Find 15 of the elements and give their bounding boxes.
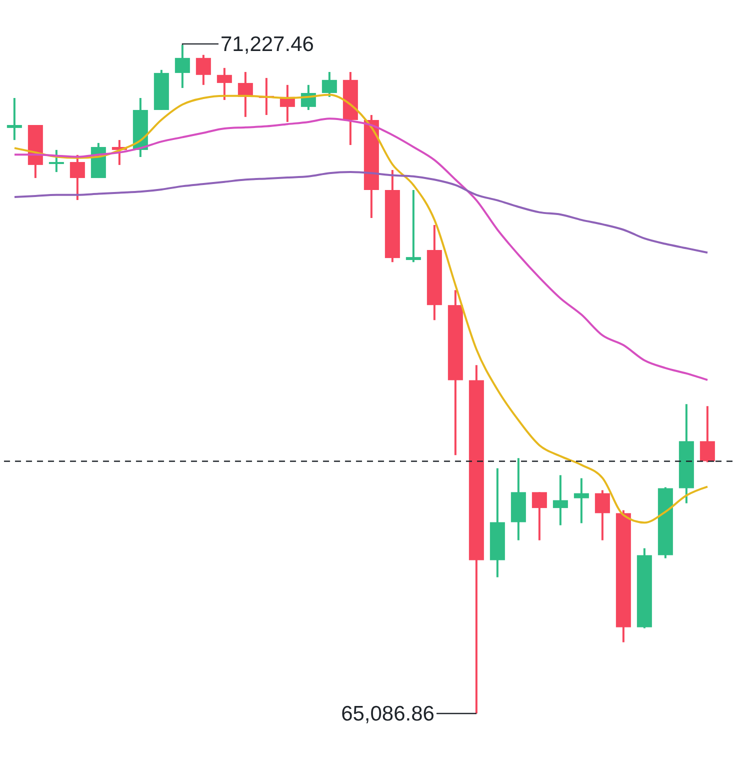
annotation: 65,086.86 [341, 702, 434, 726]
candlestick [594, 489, 610, 542]
candlestick [406, 189, 421, 264]
candlestick [196, 54, 211, 86]
annotation: 71,227.46 [220, 32, 314, 56]
candlestick [552, 474, 568, 526]
candlestick [174, 44, 190, 89]
candlestick [532, 491, 547, 542]
candlestick [322, 70, 337, 98]
candlestick [6, 96, 22, 142]
candlestick [70, 154, 85, 202]
candlestick [48, 148, 64, 174]
candlestick [700, 405, 715, 464]
candlestick [574, 477, 589, 524]
candlestick [216, 66, 232, 101]
